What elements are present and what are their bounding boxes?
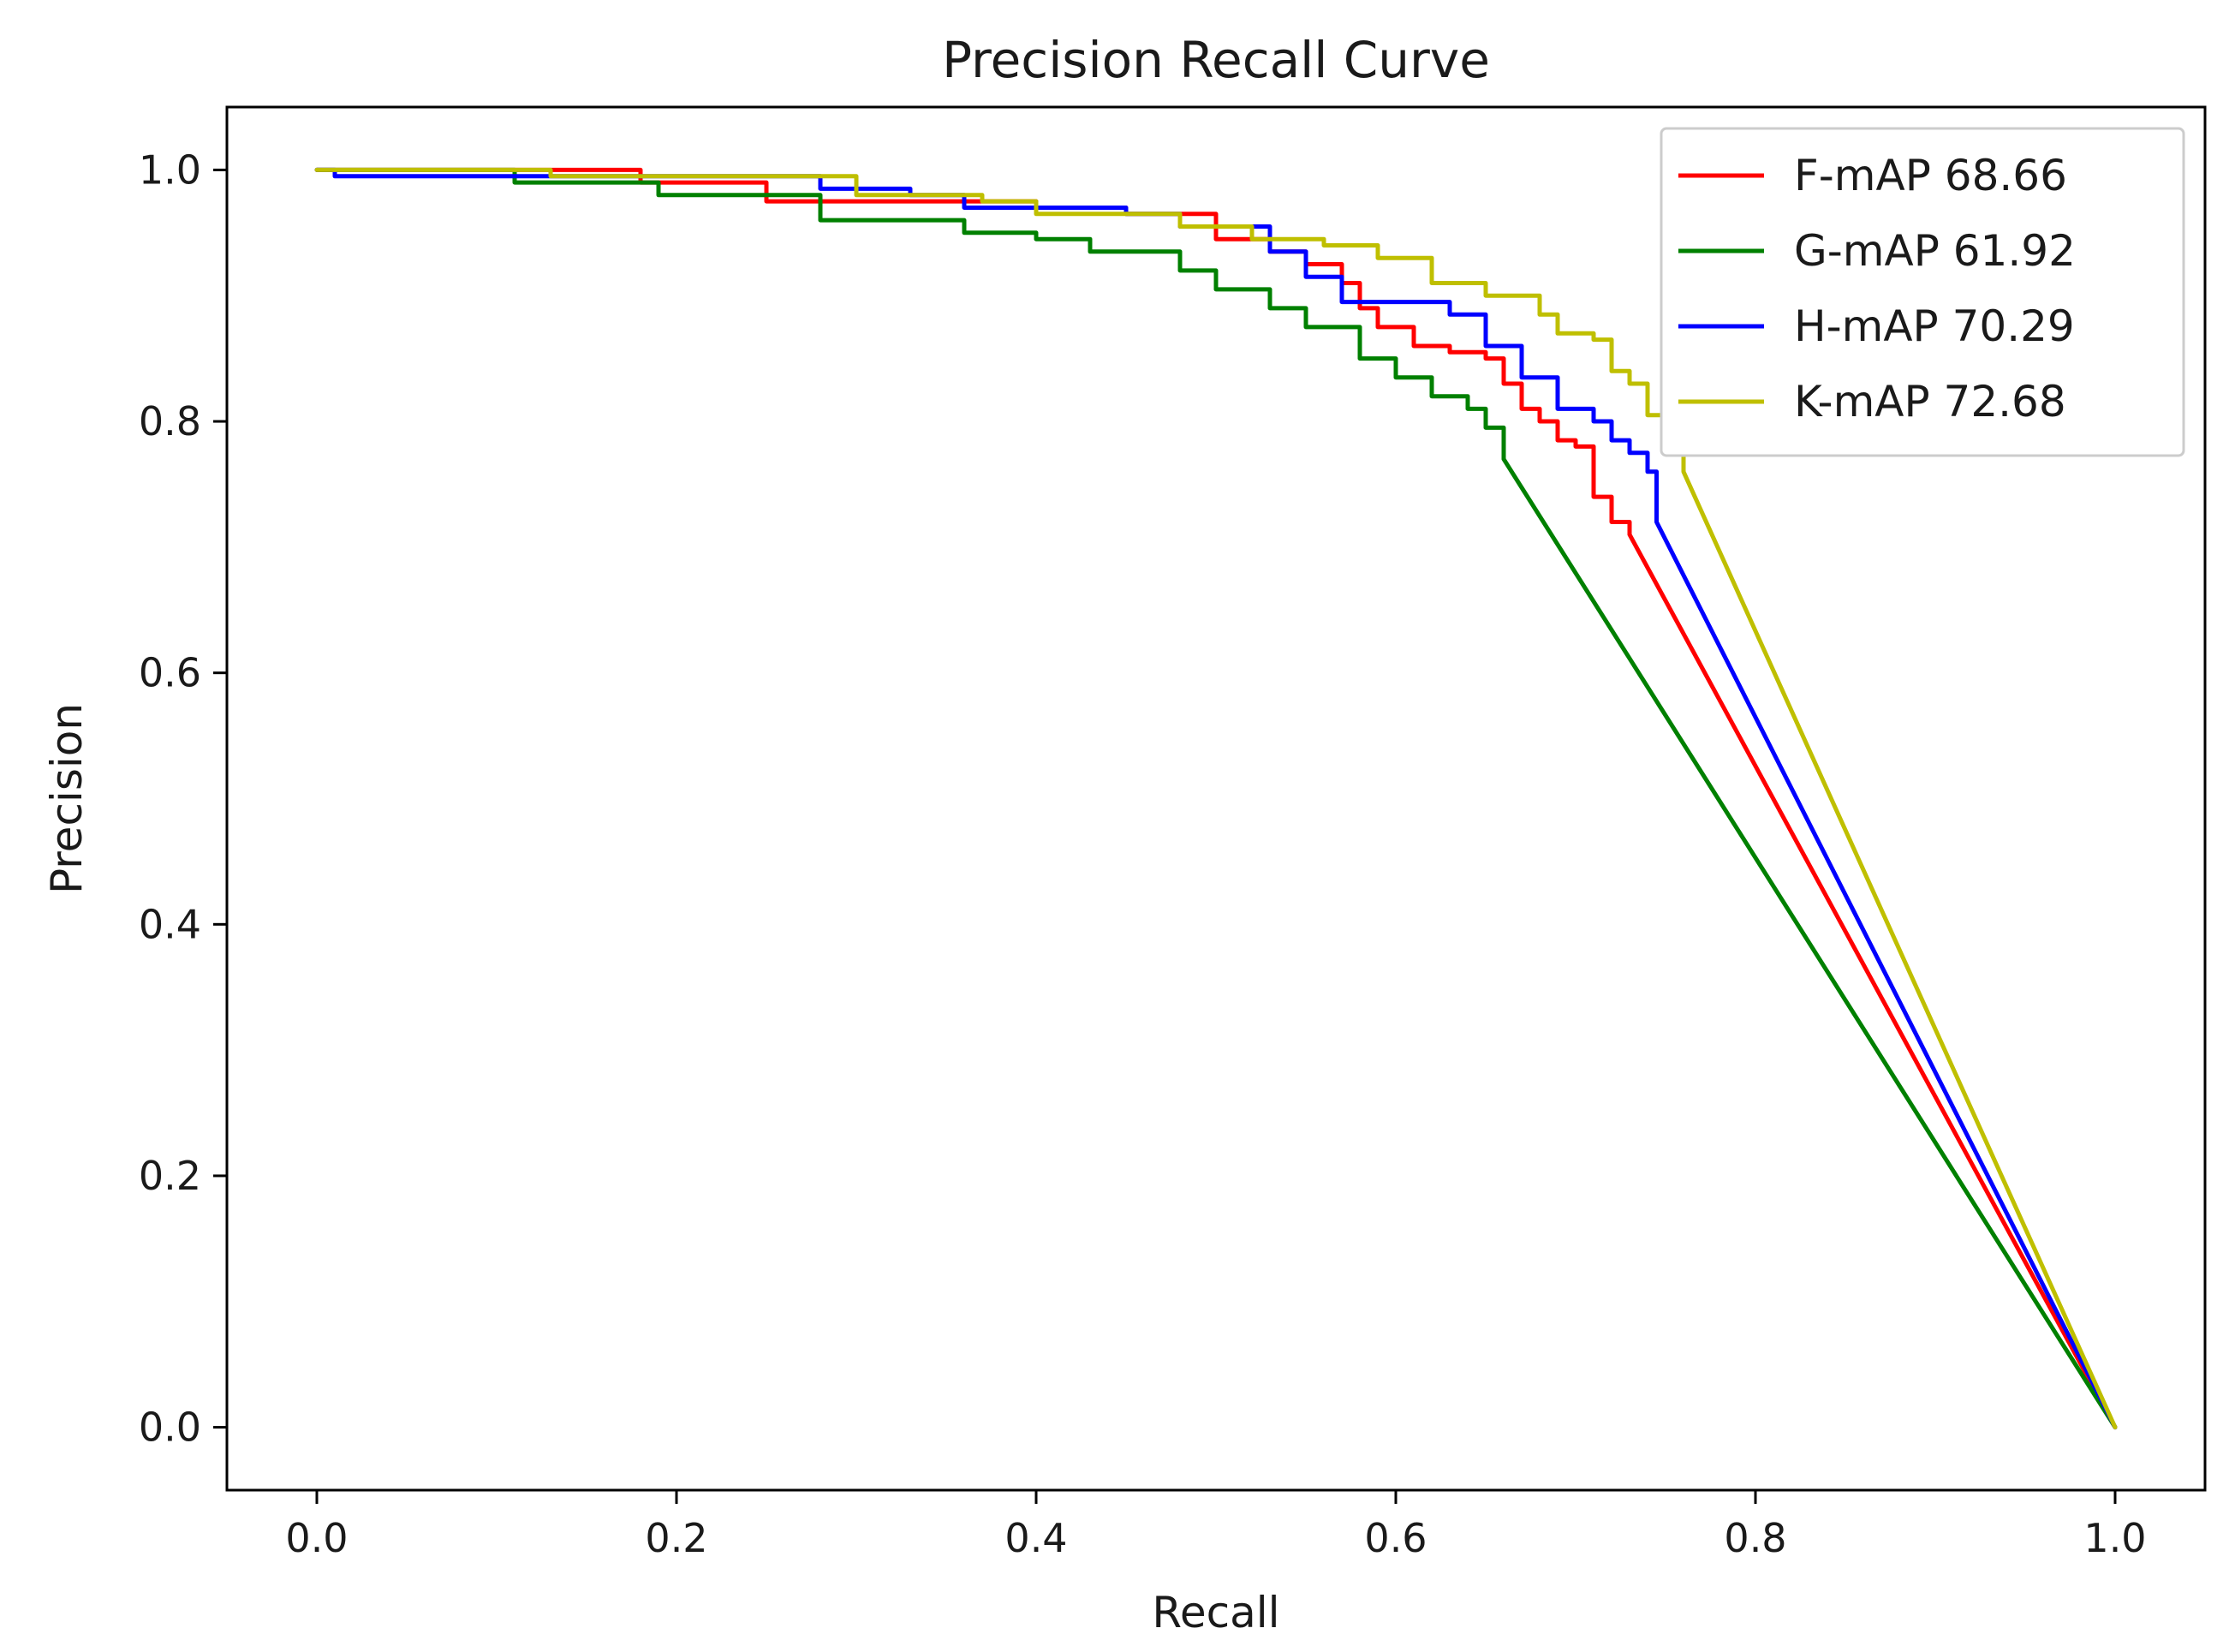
series-line-f-map [314, 167, 2118, 1430]
x-tick-label: 0.0 [285, 1515, 348, 1561]
series-lines [314, 167, 2118, 1430]
x-tick-label: 0.4 [1004, 1515, 1067, 1561]
legend-entry: G-mAP 61.92 [1794, 226, 2076, 276]
y-tick-label: 0.2 [139, 1153, 201, 1199]
legend-box [1660, 127, 2185, 457]
legend-entry: F-mAP 68.66 [1794, 151, 2067, 200]
x-tick-label: 1.0 [2083, 1515, 2146, 1561]
axis-ticks: 0.0 0.2 0.4 0.6 0.8 1.0 0.0 0.2 0.4 0.6 0.8 1.0 [139, 146, 2147, 1561]
x-axis-label: Recall [1152, 1588, 1279, 1637]
legend: F-mAP 68.66 G-mAP 61.92 H-mAP 70.29 K-mAP 7… [1660, 127, 2185, 457]
chart-title: Precision Recall Curve [942, 31, 1490, 89]
axes-frame [225, 105, 2207, 1492]
legend-entry: K-mAP 72.68 [1794, 377, 2066, 426]
legend-entry: H-mAP 70.29 [1794, 301, 2075, 351]
y-axis-label: Precision [42, 703, 92, 894]
y-tick-label: 0.0 [139, 1404, 201, 1451]
y-tick-label: 0.4 [139, 901, 201, 947]
y-tick-label: 0.6 [139, 650, 201, 696]
y-tick-label: 0.8 [139, 398, 201, 444]
series-line-k-map [314, 167, 2118, 1430]
x-tick-label: 0.8 [1724, 1515, 1786, 1561]
series-line-g-map [314, 167, 2118, 1430]
x-tick-label: 0.2 [645, 1515, 707, 1561]
y-tick-label: 1.0 [139, 146, 201, 193]
x-tick-label: 0.6 [1364, 1515, 1427, 1561]
